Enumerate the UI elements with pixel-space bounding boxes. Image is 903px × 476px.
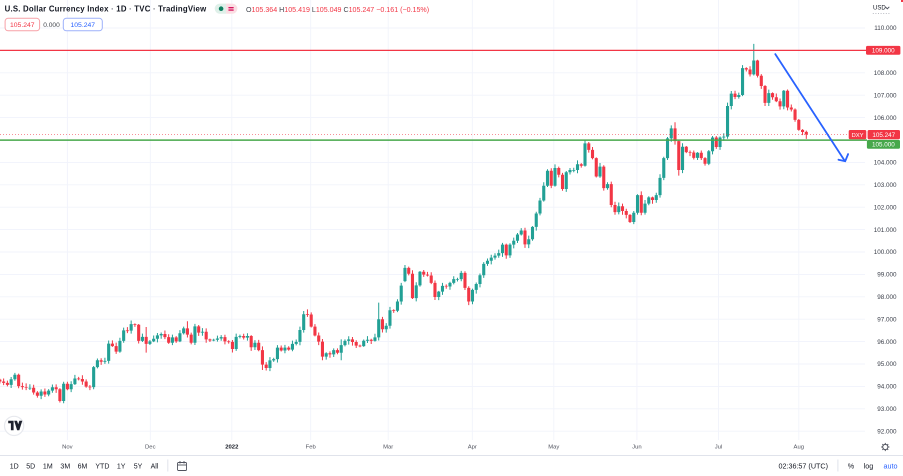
svg-text:3M: 3M (60, 463, 70, 470)
svg-text:6M: 6M (78, 463, 88, 470)
svg-text:99.000: 99.000 (877, 272, 897, 279)
svg-text:Jul: Jul (715, 444, 723, 450)
svg-text:95.000: 95.000 (877, 361, 897, 368)
svg-text:Dec: Dec (145, 444, 156, 450)
svg-text:All: All (151, 463, 159, 470)
svg-text:Nov: Nov (62, 444, 73, 450)
svg-text:0.000: 0.000 (43, 22, 60, 29)
svg-text:log: log (864, 462, 874, 471)
svg-text:Jun: Jun (632, 444, 642, 450)
svg-text:105.000: 105.000 (872, 142, 895, 149)
svg-text:106.000: 106.000 (874, 115, 897, 122)
svg-text:103.000: 103.000 (874, 182, 897, 189)
svg-text:101.000: 101.000 (874, 227, 897, 234)
svg-text:02:36:57 (UTC): 02:36:57 (UTC) (778, 462, 828, 471)
svg-text:DXY: DXY (851, 133, 863, 139)
svg-text:5D: 5D (26, 463, 35, 470)
svg-text:98.000: 98.000 (877, 294, 897, 301)
svg-text:2022: 2022 (225, 444, 239, 450)
svg-text:97.000: 97.000 (877, 316, 897, 323)
svg-text:108.000: 108.000 (874, 70, 897, 77)
svg-text:104.000: 104.000 (874, 160, 897, 167)
svg-text:105.247: 105.247 (872, 132, 895, 139)
svg-text:1Y: 1Y (117, 463, 126, 470)
svg-text:102.000: 102.000 (874, 204, 897, 211)
svg-text:100.000: 100.000 (874, 249, 897, 256)
svg-text:110.000: 110.000 (874, 25, 897, 32)
svg-text:U.S. Dollar Currency Index · 1: U.S. Dollar Currency Index · 1D · TVC · … (5, 5, 207, 14)
svg-text:O105.364 H105.419 L105.049 C10: O105.364 H105.419 L105.049 C105.247 −0.1… (246, 6, 429, 14)
svg-text:Aug: Aug (794, 444, 804, 450)
svg-text:Feb: Feb (306, 444, 317, 450)
svg-text:92.000: 92.000 (877, 428, 897, 435)
svg-text:USD: USD (873, 6, 886, 12)
svg-text:%: % (848, 462, 855, 471)
svg-text:YTD: YTD (95, 463, 109, 470)
svg-text:Mar: Mar (383, 444, 393, 450)
svg-text:94.000: 94.000 (877, 384, 897, 391)
svg-text:93.000: 93.000 (877, 406, 897, 413)
svg-text:107.000: 107.000 (874, 92, 897, 99)
svg-text:105.247: 105.247 (10, 22, 35, 29)
svg-text:5Y: 5Y (134, 463, 143, 470)
svg-text:May: May (548, 444, 559, 450)
svg-text:96.000: 96.000 (877, 339, 897, 346)
svg-text:105.247: 105.247 (71, 22, 96, 29)
svg-text:1M: 1M (43, 463, 53, 470)
svg-text:auto: auto (884, 462, 898, 471)
svg-text:1D: 1D (10, 463, 19, 470)
svg-text:Apr: Apr (468, 444, 477, 450)
svg-text:109.000: 109.000 (872, 48, 895, 55)
